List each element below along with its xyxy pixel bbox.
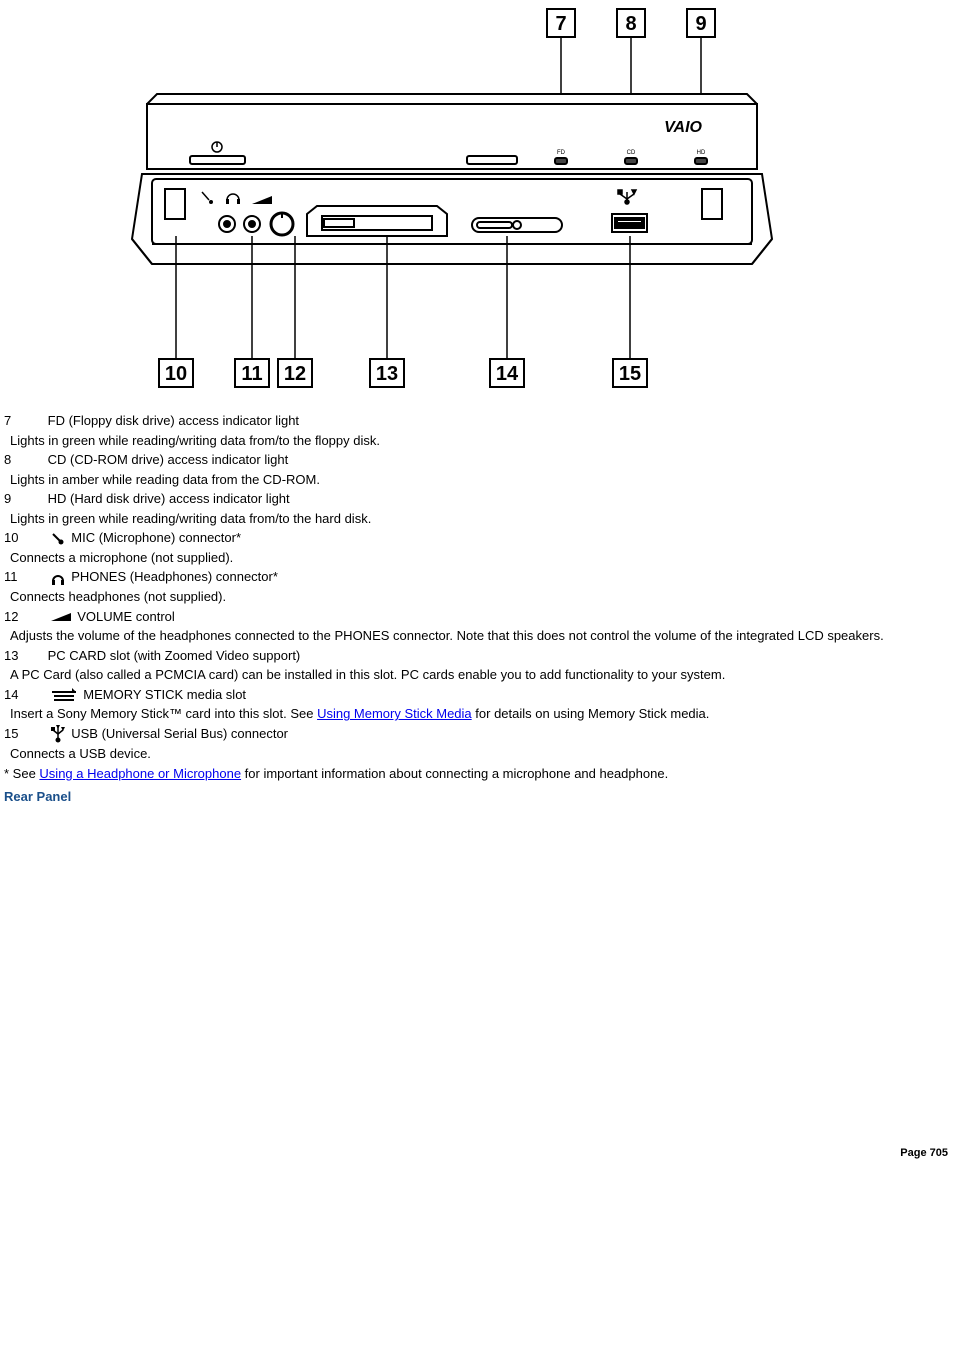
callout-15: 15 — [619, 363, 641, 385]
page-number: Page 705 — [4, 1146, 950, 1161]
item-12: 12 VOLUME control — [4, 608, 950, 626]
item-num: 14 — [4, 686, 44, 704]
callout-10: 10 — [165, 363, 187, 385]
callout-14: 14 — [496, 363, 519, 385]
item-desc: Lights in amber while reading data from … — [10, 471, 950, 489]
item-num: 7 — [4, 412, 44, 430]
item-8: 8 CD (CD-ROM drive) access indicator lig… — [4, 451, 950, 469]
usb-icon — [50, 725, 66, 743]
item-desc: Connects headphones (not supplied). — [10, 588, 950, 606]
item-title: VOLUME control — [77, 609, 175, 624]
item-num: 9 — [4, 490, 44, 508]
headphone-mic-link[interactable]: Using a Headphone or Microphone — [39, 766, 241, 781]
item-11: 11 PHONES (Headphones) connector* — [4, 568, 950, 586]
item-list: 7 FD (Floppy disk drive) access indicato… — [4, 412, 950, 763]
item-title: HD (Hard disk drive) access indicator li… — [48, 491, 290, 506]
item-num: 11 — [4, 568, 44, 586]
item-num: 12 — [4, 608, 44, 626]
item-num: 13 — [4, 647, 44, 665]
item-title: FD (Floppy disk drive) access indicator … — [48, 413, 299, 428]
svg-text:FD: FD — [557, 150, 566, 156]
item-num: 8 — [4, 451, 44, 469]
callout-8: 8 — [625, 13, 636, 35]
item-title: PC CARD slot (with Zoomed Video support) — [48, 648, 301, 663]
svg-text:HD: HD — [697, 150, 706, 156]
rear-panel-heading: Rear Panel — [4, 788, 950, 806]
callout-11: 11 — [241, 363, 262, 385]
item-desc: A PC Card (also called a PCMCIA card) ca… — [10, 666, 950, 684]
item-13: 13 PC CARD slot (with Zoomed Video suppo… — [4, 647, 950, 665]
front-panel-diagram: 7 8 9 VAIO FD CD HD — [127, 4, 827, 404]
footnote: * See Using a Headphone or Microphone fo… — [4, 765, 950, 783]
svg-text:CD: CD — [627, 150, 636, 156]
mic-icon — [50, 531, 66, 547]
item-10: 10 MIC (Microphone) connector* — [4, 529, 950, 547]
headphones-icon — [50, 570, 66, 586]
item-15: 15 USB (Universal Serial Bus) connector — [4, 725, 950, 744]
item-desc: Adjusts the volume of the headphones con… — [10, 627, 950, 645]
item-num: 10 — [4, 529, 44, 547]
item-title: MEMORY STICK media slot — [83, 687, 246, 702]
callout-13: 13 — [376, 363, 398, 385]
item-desc: Insert a Sony Memory Stick™ card into th… — [10, 705, 950, 723]
item-title: MIC (Microphone) connector* — [71, 530, 241, 545]
item-9: 9 HD (Hard disk drive) access indicator … — [4, 490, 950, 508]
item-num: 15 — [4, 725, 44, 743]
item-desc: Connects a USB device. — [10, 745, 950, 763]
item-title: CD (CD-ROM drive) access indicator light — [48, 452, 289, 467]
callout-9: 9 — [695, 13, 706, 35]
item-desc: Lights in green while reading/writing da… — [10, 510, 950, 528]
volume-icon — [50, 611, 72, 623]
memorystick-icon — [50, 687, 78, 703]
callout-12: 12 — [284, 363, 306, 385]
item-title: PHONES (Headphones) connector* — [71, 569, 278, 584]
item-desc: Connects a microphone (not supplied). — [10, 549, 950, 567]
item-7: 7 FD (Floppy disk drive) access indicato… — [4, 412, 950, 430]
memory-stick-link[interactable]: Using Memory Stick Media — [317, 706, 472, 721]
item-desc: Lights in green while reading/writing da… — [10, 432, 950, 450]
item-14: 14 MEMORY STICK media slot — [4, 686, 950, 704]
brand-text: VAIO — [664, 119, 702, 136]
callout-7: 7 — [555, 13, 566, 35]
item-title: USB (Universal Serial Bus) connector — [71, 726, 288, 741]
